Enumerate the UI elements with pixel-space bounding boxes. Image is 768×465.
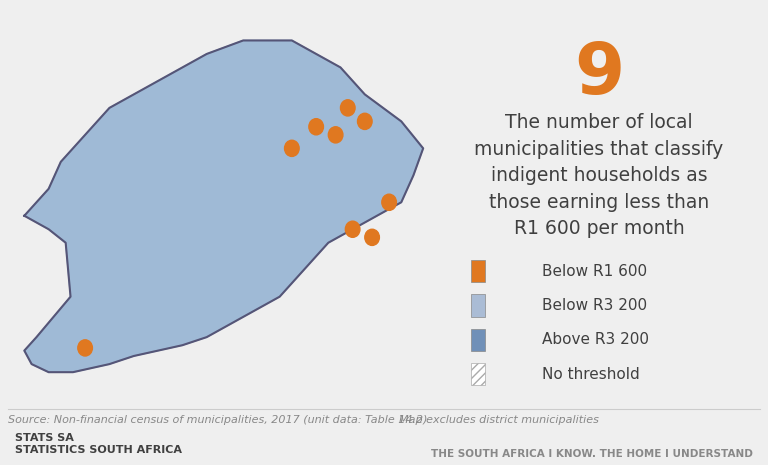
Circle shape (309, 119, 323, 135)
Text: Above R3 200: Above R3 200 (541, 332, 649, 347)
Text: STATS SA
STATISTICS SOUTH AFRICA: STATS SA STATISTICS SOUTH AFRICA (15, 433, 182, 455)
Text: THE SOUTH AFRICA I KNOW. THE HOME I UNDERSTAND: THE SOUTH AFRICA I KNOW. THE HOME I UNDE… (431, 449, 753, 459)
FancyBboxPatch shape (471, 363, 485, 385)
FancyBboxPatch shape (471, 260, 485, 282)
Text: 9: 9 (574, 40, 624, 109)
Text: Below R1 600: Below R1 600 (541, 264, 647, 279)
Polygon shape (25, 40, 423, 372)
Circle shape (284, 140, 299, 156)
Circle shape (382, 194, 396, 210)
Circle shape (365, 229, 379, 246)
Text: No threshold: No threshold (541, 367, 639, 382)
Circle shape (346, 221, 360, 237)
FancyBboxPatch shape (471, 329, 485, 351)
Circle shape (78, 340, 92, 356)
Circle shape (340, 100, 355, 116)
Text: Source: Non-financial census of municipalities, 2017 (unit data: Table 14.2): Source: Non-financial census of municipa… (8, 415, 427, 425)
Text: Below R3 200: Below R3 200 (541, 298, 647, 313)
Text: Map excludes district municipalities: Map excludes district municipalities (399, 415, 599, 425)
Circle shape (357, 113, 372, 129)
Circle shape (328, 127, 343, 143)
FancyBboxPatch shape (471, 294, 485, 317)
Text: The number of local
municipalities that classify
indigent households as
those ea: The number of local municipalities that … (475, 113, 723, 238)
